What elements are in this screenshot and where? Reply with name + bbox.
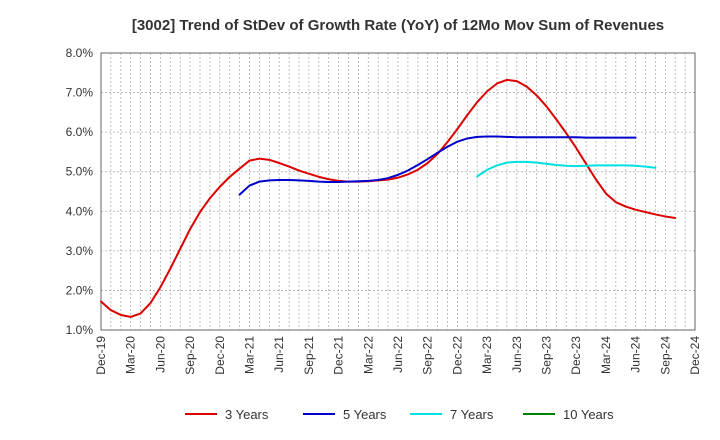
x-tick-label: Mar-22 [361, 336, 375, 374]
y-tick-label: 4.0% [66, 204, 94, 218]
x-tick-label: Sep-22 [421, 336, 435, 375]
x-tick-label: Sep-21 [302, 336, 316, 375]
x-tick-label: Mar-23 [480, 336, 494, 374]
x-tick-label: Jun-21 [272, 336, 286, 373]
series-line-7-years [476, 160, 657, 178]
x-tick-label: Sep-23 [540, 336, 554, 375]
series-line-5-years [238, 135, 637, 196]
x-tick-label: Mar-20 [124, 336, 138, 374]
y-tick-label: 5.0% [66, 165, 94, 179]
y-tick-label: 1.0% [66, 323, 94, 337]
x-tick-label: Dec-20 [213, 336, 227, 375]
x-tick-label: Jun-24 [629, 336, 643, 373]
y-tick-label: 8.0% [66, 46, 94, 60]
legend-label-10-years: 10 Years [563, 407, 614, 422]
y-tick-label: 7.0% [66, 86, 94, 100]
x-tick-label: Jun-23 [510, 336, 524, 373]
grid [100, 52, 696, 331]
chart-title: [3002] Trend of StDev of Growth Rate (Yo… [132, 17, 664, 34]
y-tick-labels: 1.0% 2.0% 3.0% 4.0% 5.0% 6.0% 7.0% 8.0% [66, 46, 94, 337]
axes [100, 52, 696, 331]
legend-label-3-years: 3 Years [225, 407, 269, 422]
series-lines [100, 78, 677, 318]
x-tick-label: Dec-21 [332, 336, 346, 375]
x-tick-label: Jun-20 [153, 336, 167, 373]
x-tick-label: Dec-23 [569, 336, 583, 375]
legend-label-7-years: 7 Years [450, 407, 494, 422]
x-tick-label: Dec-22 [450, 336, 464, 375]
x-tick-label: Mar-21 [243, 336, 257, 374]
y-tick-label: 3.0% [66, 244, 94, 258]
plot-frame [100, 52, 696, 331]
legend-label-5-years: 5 Years [343, 407, 387, 422]
y-tick-label: 2.0% [66, 283, 94, 297]
x-tick-label: Sep-20 [183, 336, 197, 375]
x-tick-label: Sep-24 [658, 336, 672, 375]
x-tick-labels: Dec-19 Mar-20 Jun-20 Sep-20 Dec-20 Mar-21 Jun-… [94, 336, 720, 375]
x-tick-label: Mar-25 [718, 336, 720, 374]
series-line-3-years [100, 78, 677, 318]
x-tick-label: Dec-24 [688, 336, 702, 375]
x-tick-label: Dec-19 [94, 336, 108, 375]
legend: 3 Years 5 Years 7 Years 10 Years [185, 407, 614, 422]
y-tick-label: 6.0% [66, 125, 94, 139]
x-tick-label: Mar-24 [599, 336, 613, 374]
x-tick-label: Jun-22 [391, 336, 405, 373]
